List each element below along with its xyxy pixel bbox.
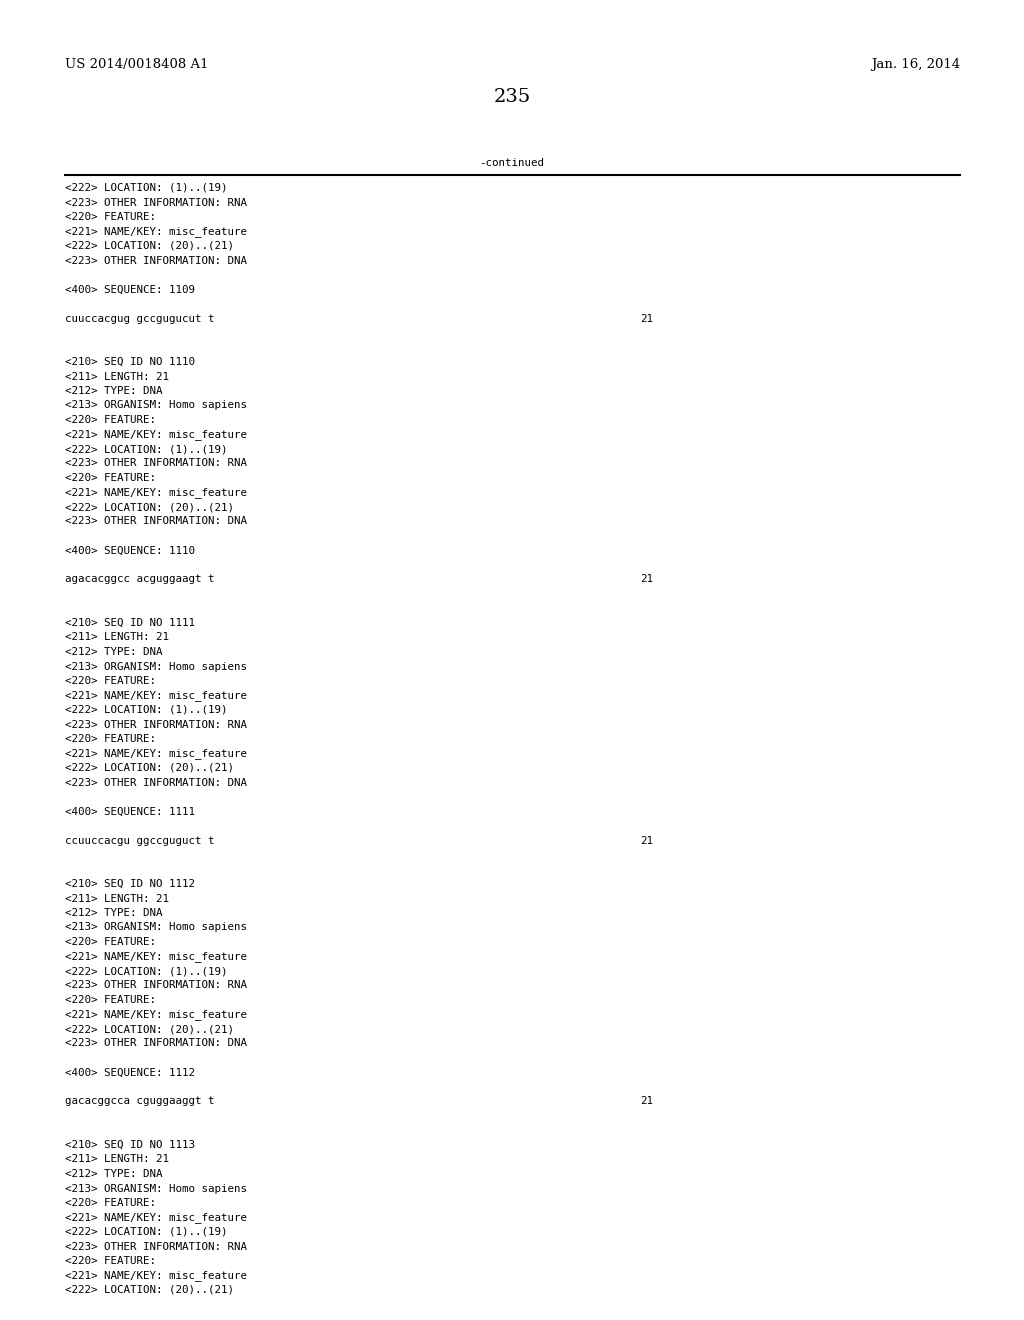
Text: <220> FEATURE:: <220> FEATURE: xyxy=(65,937,156,946)
Text: <213> ORGANISM: Homo sapiens: <213> ORGANISM: Homo sapiens xyxy=(65,923,247,932)
Text: gacacggcca cguggaaggt t: gacacggcca cguggaaggt t xyxy=(65,1097,214,1106)
Text: <212> TYPE: DNA: <212> TYPE: DNA xyxy=(65,385,163,396)
Text: <213> ORGANISM: Homo sapiens: <213> ORGANISM: Homo sapiens xyxy=(65,661,247,672)
Text: <220> FEATURE:: <220> FEATURE: xyxy=(65,995,156,1005)
Text: <220> FEATURE:: <220> FEATURE: xyxy=(65,473,156,483)
Text: <223> OTHER INFORMATION: RNA: <223> OTHER INFORMATION: RNA xyxy=(65,719,247,730)
Text: 21: 21 xyxy=(640,314,653,323)
Text: <212> TYPE: DNA: <212> TYPE: DNA xyxy=(65,647,163,657)
Text: Jan. 16, 2014: Jan. 16, 2014 xyxy=(870,58,961,71)
Text: <222> LOCATION: (20)..(21): <222> LOCATION: (20)..(21) xyxy=(65,242,234,251)
Text: <211> LENGTH: 21: <211> LENGTH: 21 xyxy=(65,1155,169,1164)
Text: <223> OTHER INFORMATION: DNA: <223> OTHER INFORMATION: DNA xyxy=(65,516,247,527)
Text: <223> OTHER INFORMATION: RNA: <223> OTHER INFORMATION: RNA xyxy=(65,458,247,469)
Text: 21: 21 xyxy=(640,574,653,585)
Text: <223> OTHER INFORMATION: RNA: <223> OTHER INFORMATION: RNA xyxy=(65,1242,247,1251)
Text: <220> FEATURE:: <220> FEATURE: xyxy=(65,1257,156,1266)
Text: <211> LENGTH: 21: <211> LENGTH: 21 xyxy=(65,632,169,643)
Text: <221> NAME/KEY: misc_feature: <221> NAME/KEY: misc_feature xyxy=(65,690,247,701)
Text: <222> LOCATION: (20)..(21): <222> LOCATION: (20)..(21) xyxy=(65,1024,234,1034)
Text: <220> FEATURE:: <220> FEATURE: xyxy=(65,676,156,686)
Text: <220> FEATURE:: <220> FEATURE: xyxy=(65,1199,156,1208)
Text: <212> TYPE: DNA: <212> TYPE: DNA xyxy=(65,1170,163,1179)
Text: <222> LOCATION: (1)..(19): <222> LOCATION: (1)..(19) xyxy=(65,183,227,193)
Text: <221> NAME/KEY: misc_feature: <221> NAME/KEY: misc_feature xyxy=(65,748,247,759)
Text: 235: 235 xyxy=(494,88,530,106)
Text: 21: 21 xyxy=(640,836,653,846)
Text: 21: 21 xyxy=(640,1097,653,1106)
Text: <223> OTHER INFORMATION: DNA: <223> OTHER INFORMATION: DNA xyxy=(65,777,247,788)
Text: <222> LOCATION: (1)..(19): <222> LOCATION: (1)..(19) xyxy=(65,705,227,715)
Text: <210> SEQ ID NO 1111: <210> SEQ ID NO 1111 xyxy=(65,618,195,628)
Text: <213> ORGANISM: Homo sapiens: <213> ORGANISM: Homo sapiens xyxy=(65,1184,247,1193)
Text: <210> SEQ ID NO 1110: <210> SEQ ID NO 1110 xyxy=(65,356,195,367)
Text: <221> NAME/KEY: misc_feature: <221> NAME/KEY: misc_feature xyxy=(65,429,247,441)
Text: <400> SEQUENCE: 1112: <400> SEQUENCE: 1112 xyxy=(65,1068,195,1077)
Text: <400> SEQUENCE: 1111: <400> SEQUENCE: 1111 xyxy=(65,807,195,817)
Text: <222> LOCATION: (1)..(19): <222> LOCATION: (1)..(19) xyxy=(65,444,227,454)
Text: <212> TYPE: DNA: <212> TYPE: DNA xyxy=(65,908,163,917)
Text: <400> SEQUENCE: 1109: <400> SEQUENCE: 1109 xyxy=(65,285,195,294)
Text: <221> NAME/KEY: misc_feature: <221> NAME/KEY: misc_feature xyxy=(65,1270,247,1282)
Text: US 2014/0018408 A1: US 2014/0018408 A1 xyxy=(65,58,209,71)
Text: <222> LOCATION: (1)..(19): <222> LOCATION: (1)..(19) xyxy=(65,966,227,975)
Text: <223> OTHER INFORMATION: DNA: <223> OTHER INFORMATION: DNA xyxy=(65,256,247,265)
Text: <220> FEATURE:: <220> FEATURE: xyxy=(65,414,156,425)
Text: <223> OTHER INFORMATION: DNA: <223> OTHER INFORMATION: DNA xyxy=(65,1039,247,1048)
Text: <211> LENGTH: 21: <211> LENGTH: 21 xyxy=(65,371,169,381)
Text: <400> SEQUENCE: 1110: <400> SEQUENCE: 1110 xyxy=(65,545,195,556)
Text: <223> OTHER INFORMATION: RNA: <223> OTHER INFORMATION: RNA xyxy=(65,198,247,207)
Text: <213> ORGANISM: Homo sapiens: <213> ORGANISM: Homo sapiens xyxy=(65,400,247,411)
Text: <222> LOCATION: (20)..(21): <222> LOCATION: (20)..(21) xyxy=(65,1284,234,1295)
Text: ccuuccacgu ggccguguct t: ccuuccacgu ggccguguct t xyxy=(65,836,214,846)
Text: <220> FEATURE:: <220> FEATURE: xyxy=(65,213,156,222)
Text: agacacggcc acguggaagt t: agacacggcc acguggaagt t xyxy=(65,574,214,585)
Text: <210> SEQ ID NO 1112: <210> SEQ ID NO 1112 xyxy=(65,879,195,888)
Text: <221> NAME/KEY: misc_feature: <221> NAME/KEY: misc_feature xyxy=(65,227,247,238)
Text: -continued: -continued xyxy=(479,158,545,168)
Text: <211> LENGTH: 21: <211> LENGTH: 21 xyxy=(65,894,169,903)
Text: <222> LOCATION: (1)..(19): <222> LOCATION: (1)..(19) xyxy=(65,1228,227,1237)
Text: <221> NAME/KEY: misc_feature: <221> NAME/KEY: misc_feature xyxy=(65,487,247,499)
Text: <223> OTHER INFORMATION: RNA: <223> OTHER INFORMATION: RNA xyxy=(65,981,247,990)
Text: <210> SEQ ID NO 1113: <210> SEQ ID NO 1113 xyxy=(65,1140,195,1150)
Text: <221> NAME/KEY: misc_feature: <221> NAME/KEY: misc_feature xyxy=(65,1213,247,1224)
Text: <221> NAME/KEY: misc_feature: <221> NAME/KEY: misc_feature xyxy=(65,1010,247,1020)
Text: cuuccacgug gccgugucut t: cuuccacgug gccgugucut t xyxy=(65,314,214,323)
Text: <220> FEATURE:: <220> FEATURE: xyxy=(65,734,156,744)
Text: <222> LOCATION: (20)..(21): <222> LOCATION: (20)..(21) xyxy=(65,502,234,512)
Text: <221> NAME/KEY: misc_feature: <221> NAME/KEY: misc_feature xyxy=(65,952,247,962)
Text: <222> LOCATION: (20)..(21): <222> LOCATION: (20)..(21) xyxy=(65,763,234,774)
